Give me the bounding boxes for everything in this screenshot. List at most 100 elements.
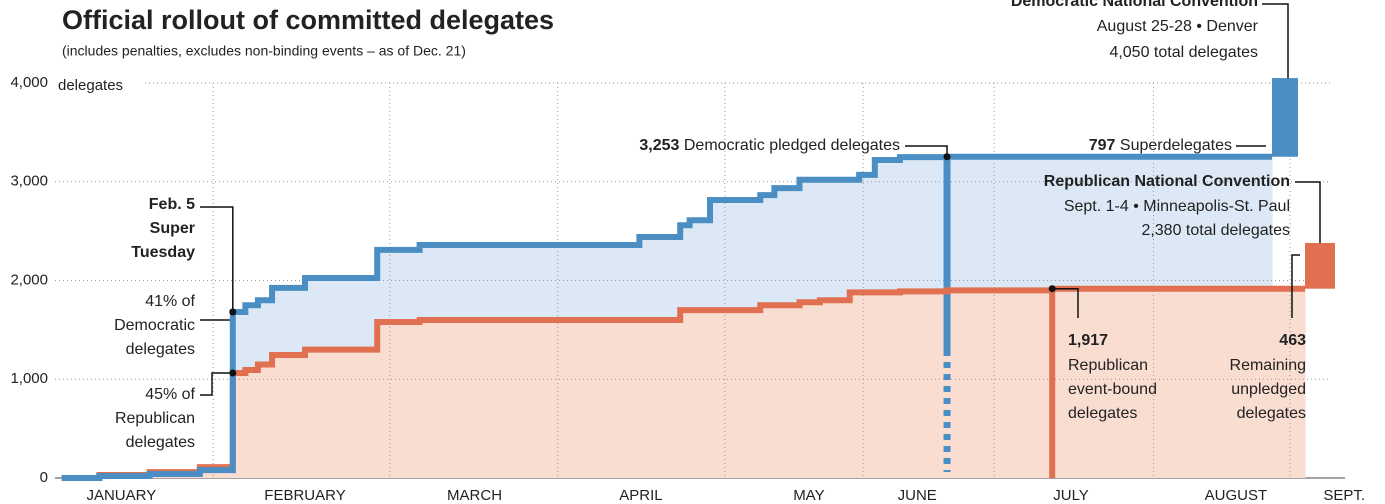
leader-line [1052,287,1079,318]
annotation: Remaining [1230,357,1306,374]
x-tick-label: FEBRUARY [264,487,345,504]
democratic-area [819,179,851,301]
democratic-area [377,249,421,322]
republican-area [899,291,948,478]
chart-subtitle: (includes penalties, excludes non-bindin… [62,43,466,59]
republican-area [859,292,876,478]
y-tick-label: 2,000 [10,271,48,288]
leader-line [200,206,234,313]
republican-area [710,310,761,478]
democratic-area [760,195,775,306]
annotation-number: 797 [1089,137,1116,154]
republican-area [874,292,901,478]
democratic-area [272,287,306,356]
x-tick-label: MARCH [447,487,502,504]
democratic-area [639,237,681,320]
grid [55,82,1330,478]
democratic-area [799,179,821,303]
republican-area [799,302,821,478]
annotation: Republican [115,410,195,427]
democratic-area [710,200,761,311]
democratic-area [232,312,246,374]
y-tick-label: 0 [40,469,48,486]
dot [229,308,237,316]
leader-line [1295,181,1321,243]
y-tick-label: 4,000 [10,74,48,91]
republican-area [760,305,775,478]
leader-line [1291,254,1300,318]
democratic-area [419,244,631,320]
annotation: Feb. 5 [149,196,195,213]
dot [229,369,237,377]
x-tick-label: JULY [1053,487,1089,504]
republican-area [1052,288,1273,478]
republican-area [689,310,711,478]
leader-line [200,372,233,396]
republican-area [947,290,1053,478]
annotation: Democratic [114,317,195,334]
annotation: 797 Superdelegates [1089,137,1232,154]
x-tick-label: JANUARY [86,487,156,504]
republican-area [1271,288,1306,478]
annotation-text: Democratic pledged delegates [684,137,900,154]
annotation: unpledged [1231,381,1306,398]
republican-area [774,305,801,478]
annotation: 45% of [145,386,195,403]
annotation: 463 [1279,332,1306,349]
unpledged-bar [1305,242,1335,289]
annotation: Republican [1068,357,1148,374]
annotation: 2,380 total delegates [1141,222,1290,239]
annotation: delegates [126,434,195,451]
chart-title: Official rollout of committed delegates [62,5,554,35]
annotation: 3,253 Democratic pledged delegates [639,137,900,154]
democratic-area [774,188,801,306]
democratic-area [629,244,640,320]
annotation: 41% of [145,293,195,310]
annotation-number: 3,253 [639,137,679,154]
leader-line [905,145,948,157]
democratic-area [1271,156,1273,289]
democratic-area [680,225,691,311]
democratic-area [849,179,860,293]
republican-area [419,320,631,478]
democratic-area [899,157,948,292]
annotation: 4,050 total delegates [1109,44,1258,61]
annotation: Tuesday [131,244,195,261]
democratic-area [947,156,1053,291]
x-tick-label: JUNE [898,487,937,504]
annotation: delegates [1068,405,1137,422]
democratic-area [305,278,378,350]
x-tick-label: AUGUST [1205,487,1268,504]
republican-area [629,320,640,478]
leader-line [1262,3,1289,79]
democratic-area [874,160,901,293]
republican-area [272,355,306,478]
y-tick-label: 3,000 [10,173,48,190]
x-tick-label: APRIL [619,487,662,504]
democratic-area [245,305,259,370]
annotation: Super [150,220,195,237]
annotation: event-bound [1068,381,1157,398]
republican-area [232,373,246,478]
dot [1048,285,1056,293]
dot [943,153,951,161]
y-axis-label: delegates [58,77,123,94]
annotation: delegates [1237,405,1306,422]
republican-area [305,349,378,478]
annotation: 1,917 [1068,332,1108,349]
y-tick-label: 1,000 [10,370,48,387]
x-tick-label: SEPT. [1323,487,1365,504]
republican-area [377,321,421,478]
annotation: Republican National Convention [1044,173,1290,190]
republican-area [680,310,691,478]
republican-area [245,369,259,478]
democratic-area [1052,156,1273,289]
annotation: Democratic National Convention [1011,0,1258,10]
superdelegates-bar [1272,78,1298,157]
annotation: delegates [126,341,195,358]
republican-area [257,364,273,478]
annotation-text: Superdelegates [1120,137,1232,154]
annotation: Sept. 1-4 • Minneapolis-St. Paul [1064,198,1290,215]
annotation: August 25-28 • Denver [1097,18,1259,35]
